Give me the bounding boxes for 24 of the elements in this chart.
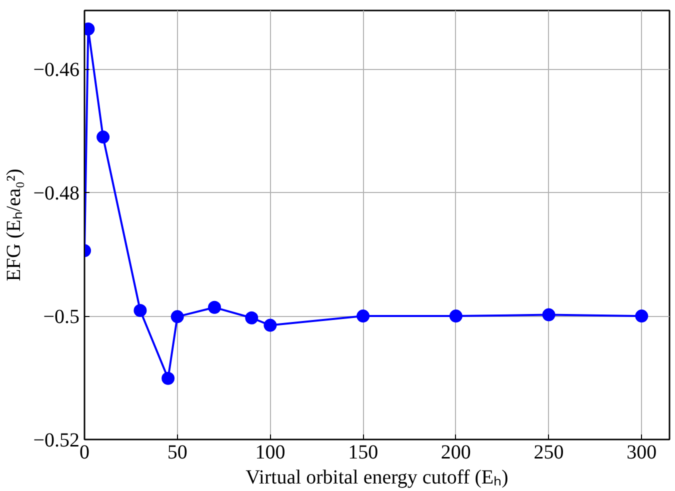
point (356, 310, 370, 323)
y-tick-label: −0.48 (33, 182, 80, 205)
point (245, 311, 258, 324)
point (449, 310, 462, 323)
y-tick-label: −0.5 (43, 306, 80, 328)
point (264, 318, 277, 332)
y-axis-title: EFG (Eₕ/ea₀²) (3, 168, 26, 282)
y-tick-label: −0.52 (33, 430, 80, 452)
x-tick-label: 150 (348, 442, 378, 464)
x-tick-label: 100 (255, 442, 286, 464)
x-tick-label: 0 (80, 442, 90, 464)
x-axis-title: Virtual orbital energy cutoff (Eₕ) (246, 466, 508, 488)
point (542, 308, 556, 322)
point (134, 304, 147, 317)
x-tick-label: 300 (626, 442, 657, 464)
point (162, 372, 175, 385)
point (96, 130, 110, 144)
y-tick-label: −0.46 (33, 59, 80, 82)
point (635, 310, 648, 323)
x-tick-label: 200 (440, 442, 471, 464)
point (208, 300, 221, 314)
x-tick-label: 250 (534, 442, 564, 464)
point (170, 310, 184, 324)
x-tick-label: 50 (167, 442, 188, 464)
